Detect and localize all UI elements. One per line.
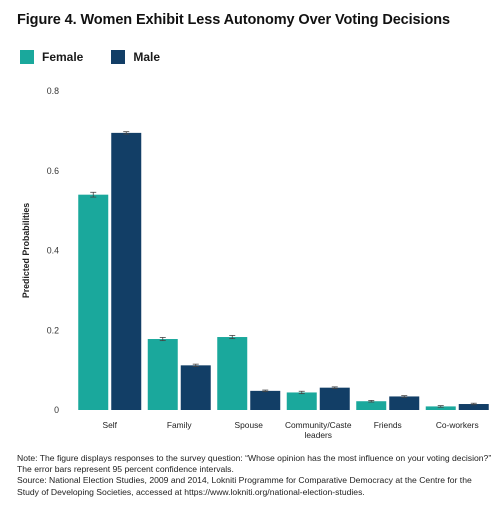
bar-male-5 bbox=[458, 404, 489, 410]
chart-legend: Female Male bbox=[20, 50, 188, 64]
x-tick-label: Co-workers bbox=[436, 420, 479, 430]
x-tick-label: Self bbox=[103, 420, 118, 430]
y-tick-label: 0.4 bbox=[47, 246, 59, 256]
bar-female-4 bbox=[356, 401, 387, 410]
note-line: Study of Developing Societies, accessed … bbox=[17, 486, 365, 497]
bar-male-0 bbox=[111, 132, 142, 410]
bar-female-1 bbox=[147, 339, 178, 410]
x-tick-label: Friends bbox=[374, 420, 402, 430]
y-tick-label: 0.8 bbox=[47, 86, 59, 96]
y-axis-title: Predicted Probabilities bbox=[21, 203, 31, 298]
y-tick-label: 0 bbox=[54, 405, 59, 415]
bar-male-4 bbox=[389, 396, 420, 410]
y-tick-label: 0.6 bbox=[47, 166, 59, 176]
chart-note: Note: The figure displays responses to t… bbox=[17, 453, 492, 498]
bar-female-0 bbox=[78, 194, 109, 410]
legend-swatch-male bbox=[111, 50, 126, 64]
y-tick-label: 0.2 bbox=[47, 325, 59, 335]
bar-chart: Predicted Probabilities 0 0.2 0.4 0.6 0.8 Self… bbox=[21, 86, 489, 440]
x-tick-label: leaders bbox=[305, 430, 332, 440]
x-tick-label: Community/Caste bbox=[285, 420, 352, 430]
bar-female-5 bbox=[425, 406, 456, 410]
note-line: Note: The figure displays responses to t… bbox=[17, 453, 492, 463]
note-line: Source: National Election Studies, 2009 … bbox=[17, 475, 472, 486]
bar-male-2 bbox=[250, 390, 281, 410]
chart-title: Figure 4. Women Exhibit Less Autonomy Ov… bbox=[17, 12, 450, 28]
legend-label-male: Male bbox=[133, 50, 161, 64]
bar-female-3 bbox=[286, 392, 317, 410]
note-line: The error bars represent 95 percent conf… bbox=[17, 464, 234, 475]
bar-male-1 bbox=[180, 365, 211, 410]
legend-swatch-female bbox=[20, 50, 34, 64]
x-tick-label: Spouse bbox=[235, 420, 264, 430]
legend-item-female: Female bbox=[20, 50, 83, 64]
x-tick-label: Family bbox=[167, 420, 192, 430]
bar-male-3 bbox=[319, 387, 350, 410]
bar-female-2 bbox=[217, 337, 248, 410]
legend-item-male: Male bbox=[111, 50, 160, 64]
legend-label-female: Female bbox=[42, 50, 84, 64]
